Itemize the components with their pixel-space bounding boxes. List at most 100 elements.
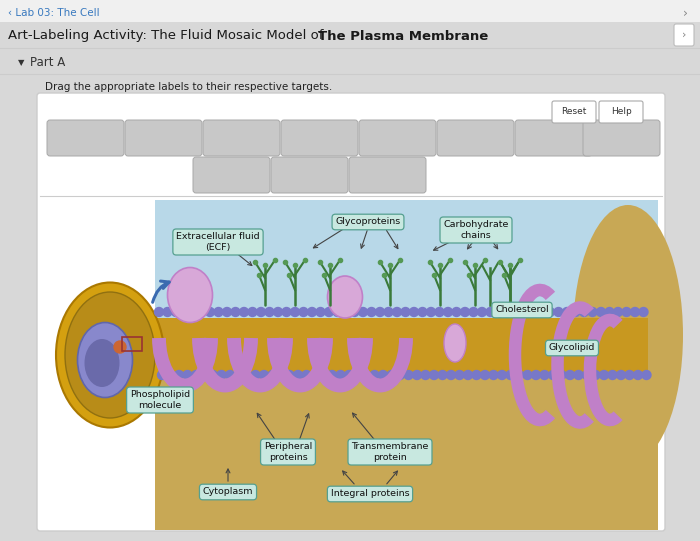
Circle shape <box>265 307 274 316</box>
FancyBboxPatch shape <box>155 318 648 373</box>
Text: Peripheral
proteins: Peripheral proteins <box>264 443 312 461</box>
Circle shape <box>472 371 481 379</box>
Circle shape <box>302 371 311 379</box>
Text: ›: › <box>683 6 688 19</box>
Circle shape <box>404 371 413 379</box>
FancyBboxPatch shape <box>515 120 592 156</box>
Circle shape <box>605 307 614 316</box>
Circle shape <box>311 371 319 379</box>
Circle shape <box>274 307 283 316</box>
Circle shape <box>268 371 277 379</box>
Circle shape <box>642 371 651 379</box>
Circle shape <box>580 307 589 316</box>
Text: Part A: Part A <box>30 56 65 69</box>
Circle shape <box>234 371 243 379</box>
Text: Cholesterol: Cholesterol <box>495 306 549 314</box>
Circle shape <box>498 371 507 379</box>
Circle shape <box>421 371 430 379</box>
FancyBboxPatch shape <box>37 93 665 531</box>
Ellipse shape <box>65 292 155 418</box>
Circle shape <box>174 371 183 379</box>
Circle shape <box>571 307 580 316</box>
Text: Cytoplasm: Cytoplasm <box>203 487 253 497</box>
Circle shape <box>163 307 172 316</box>
Circle shape <box>172 307 181 316</box>
Circle shape <box>591 371 600 379</box>
Ellipse shape <box>85 339 120 387</box>
Circle shape <box>239 307 248 316</box>
Circle shape <box>384 307 393 316</box>
Circle shape <box>625 371 634 379</box>
Circle shape <box>395 371 405 379</box>
FancyBboxPatch shape <box>0 0 700 22</box>
Circle shape <box>520 307 529 316</box>
Circle shape <box>444 307 452 316</box>
Circle shape <box>455 371 464 379</box>
Circle shape <box>251 371 260 379</box>
Text: Reset: Reset <box>561 108 587 116</box>
Circle shape <box>554 307 563 316</box>
Circle shape <box>214 307 223 316</box>
Circle shape <box>260 371 269 379</box>
FancyArrowPatch shape <box>153 281 169 302</box>
Circle shape <box>285 371 294 379</box>
Circle shape <box>197 307 206 316</box>
Circle shape <box>367 307 376 316</box>
Circle shape <box>461 307 470 316</box>
Circle shape <box>506 371 515 379</box>
Circle shape <box>307 307 316 316</box>
Text: Glycolipid: Glycolipid <box>549 344 595 353</box>
Circle shape <box>350 307 359 316</box>
FancyBboxPatch shape <box>281 120 358 156</box>
Circle shape <box>512 307 521 316</box>
Circle shape <box>290 307 300 316</box>
Circle shape <box>452 307 461 316</box>
Circle shape <box>426 307 435 316</box>
Circle shape <box>114 341 126 353</box>
FancyBboxPatch shape <box>583 120 660 156</box>
Circle shape <box>353 371 362 379</box>
Circle shape <box>435 307 444 316</box>
Circle shape <box>566 371 575 379</box>
Circle shape <box>537 307 546 316</box>
Circle shape <box>316 307 325 316</box>
Circle shape <box>613 307 622 316</box>
Text: Phospholipid
molecule: Phospholipid molecule <box>130 390 190 410</box>
Circle shape <box>328 371 337 379</box>
Circle shape <box>217 371 226 379</box>
Circle shape <box>375 307 384 316</box>
Circle shape <box>477 307 486 316</box>
Circle shape <box>225 371 234 379</box>
Text: Drag the appropriate labels to their respective targets.: Drag the appropriate labels to their res… <box>45 82 332 92</box>
Circle shape <box>634 371 643 379</box>
Circle shape <box>545 307 554 316</box>
Circle shape <box>248 307 257 316</box>
FancyBboxPatch shape <box>155 200 658 345</box>
Ellipse shape <box>328 276 363 318</box>
Circle shape <box>276 371 286 379</box>
Circle shape <box>180 307 189 316</box>
Circle shape <box>231 307 240 316</box>
Circle shape <box>588 307 597 316</box>
Circle shape <box>557 371 566 379</box>
Circle shape <box>503 307 512 316</box>
Circle shape <box>549 371 557 379</box>
FancyBboxPatch shape <box>437 120 514 156</box>
Circle shape <box>531 371 540 379</box>
Circle shape <box>282 307 291 316</box>
Circle shape <box>200 371 209 379</box>
Circle shape <box>523 371 532 379</box>
Text: Carbohydrate
chains: Carbohydrate chains <box>443 220 509 240</box>
Circle shape <box>379 371 388 379</box>
Circle shape <box>596 307 606 316</box>
Circle shape <box>183 371 192 379</box>
Text: Extracellular fluid
(ECF): Extracellular fluid (ECF) <box>176 232 260 252</box>
Circle shape <box>639 307 648 316</box>
Circle shape <box>319 371 328 379</box>
FancyBboxPatch shape <box>552 101 596 123</box>
Circle shape <box>563 307 571 316</box>
Circle shape <box>608 371 617 379</box>
FancyBboxPatch shape <box>155 320 658 530</box>
Circle shape <box>412 371 421 379</box>
Circle shape <box>599 371 608 379</box>
